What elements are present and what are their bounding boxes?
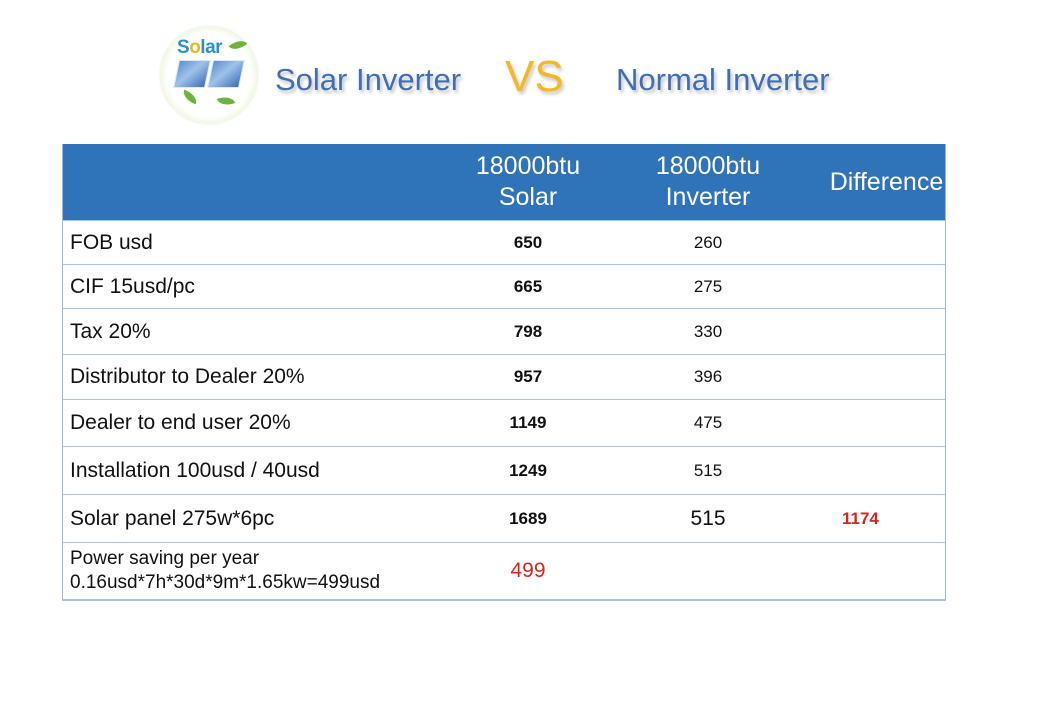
logo-text: Solar	[177, 37, 223, 58]
row-label: Tax 20%	[62, 308, 468, 355]
row-label: CIF 15usd/pc	[62, 264, 468, 309]
difference-value	[828, 542, 946, 600]
column-header-solar: 18000btu Solar	[468, 144, 588, 221]
row-label: Solar panel 275w*6pc	[62, 494, 468, 543]
difference-value	[828, 354, 946, 400]
table-row: FOB usd 650 260	[62, 220, 946, 265]
table-header-row: 18000btu Solar 18000btu Inverter Differenc…	[62, 144, 946, 221]
column-header-difference: Difference	[828, 144, 946, 221]
leaf-icon	[216, 93, 236, 109]
row-label: Distributor to Dealer 20%	[62, 354, 468, 400]
column-header-item	[62, 144, 468, 221]
solar-value: 650	[468, 220, 588, 265]
inverter-value: 515	[588, 446, 828, 495]
table-row: Tax 20% 798 330	[62, 308, 946, 355]
row-label: Dealer to end user 20%	[62, 399, 468, 447]
inverter-value: 475	[588, 399, 828, 447]
row-label: Installation 100usd / 40usd	[62, 446, 468, 495]
normal-inverter-title: Normal Inverter	[616, 62, 830, 97]
table-row: Solar panel 275w*6pc 1689 515 1174	[62, 494, 946, 543]
difference-value	[828, 399, 946, 447]
difference-value	[828, 446, 946, 495]
difference-value	[828, 220, 946, 265]
inverter-value: 515	[588, 494, 828, 543]
difference-value	[828, 264, 946, 309]
solar-value: 798	[468, 308, 588, 355]
column-header-inverter: 18000btu Inverter	[588, 144, 828, 221]
inverter-value: 260	[588, 220, 828, 265]
row-label: Power saving per year 0.16usd*7h*30d*9m*1…	[62, 542, 468, 600]
inverter-value	[588, 542, 828, 600]
solar-panel-icon	[207, 60, 245, 88]
inverter-value: 330	[588, 308, 828, 355]
difference-value: 1174	[828, 494, 946, 543]
solar-panel-icon	[173, 60, 211, 88]
leaf-icon	[180, 89, 200, 105]
table-row: CIF 15usd/pc 665 275	[62, 264, 946, 309]
table-row: Dealer to end user 20% 1149 475	[62, 399, 946, 447]
leaf-icon	[228, 36, 248, 54]
table-row: Distributor to Dealer 20% 957 396	[62, 354, 946, 400]
solar-inverter-title: Solar Inverter	[275, 62, 462, 97]
comparison-table: 18000btu Solar 18000btu Inverter Differenc…	[62, 144, 946, 601]
solar-value: 665	[468, 264, 588, 309]
table-row-power-saving: Power saving per year 0.16usd*7h*30d*9m*1…	[62, 542, 946, 600]
solar-value: 1149	[468, 399, 588, 447]
vs-label: VS	[505, 52, 564, 101]
solar-logo-icon: Solar	[160, 26, 258, 124]
difference-value	[828, 308, 946, 355]
solar-value: 1689	[468, 494, 588, 543]
solar-value: 957	[468, 354, 588, 400]
inverter-value: 275	[588, 264, 828, 309]
power-saving-value: 499	[468, 542, 588, 600]
row-label: FOB usd	[62, 220, 468, 265]
solar-value: 1249	[468, 446, 588, 495]
inverter-value: 396	[588, 354, 828, 400]
table-row: Installation 100usd / 40usd 1249 515	[62, 446, 946, 495]
banner: Solar Solar Inverter VS Normal Inverter	[0, 0, 1039, 140]
